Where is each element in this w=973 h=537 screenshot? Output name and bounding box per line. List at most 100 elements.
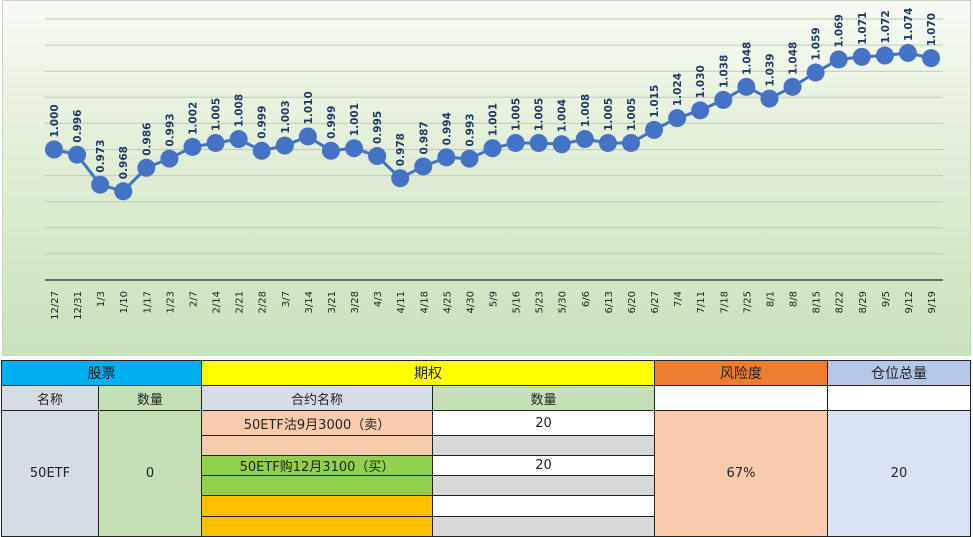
data-point bbox=[229, 130, 248, 149]
data-label: 1.001 bbox=[349, 103, 361, 136]
data-point bbox=[45, 140, 63, 159]
data-point bbox=[737, 77, 756, 96]
data-point bbox=[368, 147, 387, 166]
data-label: 0.999 bbox=[326, 106, 338, 139]
data-label: 1.072 bbox=[880, 10, 892, 43]
data-label: 1.003 bbox=[280, 100, 292, 133]
data-label: 1.004 bbox=[557, 99, 569, 132]
position-table: 股票 期权 风险度 仓位总量 名称 数量 合约名称 数量 50ETF 0 50E… bbox=[1, 360, 971, 537]
data-label: 1.048 bbox=[741, 42, 753, 75]
qty-empty bbox=[432, 516, 655, 537]
data-label: 0.968 bbox=[118, 146, 130, 179]
data-point bbox=[783, 77, 802, 96]
data-label: 1.008 bbox=[234, 94, 246, 127]
x-tick-label: 9/19 bbox=[927, 291, 938, 313]
x-tick-label: 5/30 bbox=[558, 291, 569, 313]
x-tick-label: 12/27 bbox=[50, 291, 61, 320]
data-label: 0.987 bbox=[418, 121, 430, 154]
contract-2-qty: 20 bbox=[432, 455, 655, 476]
x-tick-label: 7/25 bbox=[742, 291, 753, 313]
x-tick-label: 2/14 bbox=[212, 291, 223, 313]
stock-name: 50ETF bbox=[1, 410, 99, 537]
data-point bbox=[922, 49, 940, 68]
x-tick-label: 6/27 bbox=[650, 291, 661, 313]
qty-empty bbox=[432, 435, 655, 456]
data-point bbox=[575, 130, 594, 149]
data-label: 1.005 bbox=[603, 98, 615, 131]
contract-empty bbox=[201, 475, 433, 496]
data-point bbox=[160, 149, 179, 168]
name-col-header: 名称 bbox=[1, 385, 99, 411]
x-tick-label: 2/21 bbox=[235, 291, 246, 313]
contract-col-header: 合约名称 bbox=[201, 385, 433, 411]
data-label: 1.005 bbox=[626, 98, 638, 131]
x-tick-label: 8/15 bbox=[812, 291, 823, 313]
position-value: 20 bbox=[827, 410, 971, 537]
x-tick-label: 2/28 bbox=[258, 291, 269, 313]
data-point bbox=[483, 139, 502, 158]
data-point bbox=[875, 46, 894, 65]
x-tick-label: 3/28 bbox=[350, 291, 361, 313]
x-tick-label: 9/12 bbox=[904, 291, 915, 313]
data-point bbox=[898, 43, 917, 62]
data-label: 1.059 bbox=[811, 27, 823, 60]
data-label: 0.994 bbox=[441, 112, 453, 145]
data-point bbox=[414, 157, 433, 176]
data-label: 0.993 bbox=[164, 113, 176, 146]
data-point bbox=[68, 145, 87, 164]
x-tick-label: 5/23 bbox=[535, 291, 546, 313]
chart-svg: 12/27 12/31 1/3 1/10 1/17 1/23 2/7 2/14 2/21 2/28… bbox=[45, 8, 943, 320]
data-point bbox=[829, 50, 848, 69]
data-point bbox=[391, 169, 410, 188]
data-point bbox=[345, 139, 364, 158]
x-tick-label: 8/22 bbox=[835, 291, 846, 313]
data-point bbox=[529, 133, 548, 152]
x-tick-label: 6/20 bbox=[627, 291, 638, 313]
data-point bbox=[552, 135, 571, 154]
data-label: 1.074 bbox=[903, 8, 915, 41]
data-label: 0.986 bbox=[141, 123, 153, 156]
data-label: 0.978 bbox=[395, 133, 407, 166]
data-label: 1.000 bbox=[49, 104, 61, 137]
data-point bbox=[506, 133, 525, 152]
data-point bbox=[252, 141, 271, 160]
position-blank bbox=[827, 385, 971, 411]
data-point bbox=[460, 149, 479, 168]
data-point bbox=[437, 148, 456, 167]
x-tick-label: 4/18 bbox=[419, 291, 430, 313]
position-header: 仓位总量 bbox=[827, 360, 971, 386]
data-point bbox=[298, 127, 317, 146]
x-tick-label: 8/8 bbox=[789, 291, 800, 307]
risk-blank bbox=[654, 385, 828, 411]
data-point bbox=[645, 120, 664, 139]
x-tick-label: 1/3 bbox=[96, 291, 107, 307]
x-tick-label: 9/5 bbox=[881, 291, 892, 307]
data-label: 1.071 bbox=[857, 12, 869, 45]
data-point bbox=[760, 89, 779, 108]
data-point bbox=[183, 137, 202, 156]
data-label: 1.002 bbox=[187, 102, 199, 135]
stock-header: 股票 bbox=[1, 360, 202, 386]
data-point bbox=[806, 63, 825, 82]
x-tick-label: 5/9 bbox=[489, 291, 500, 307]
risk-header: 风险度 bbox=[654, 360, 828, 386]
qty-empty bbox=[432, 495, 655, 517]
data-label: 1.005 bbox=[534, 98, 546, 131]
x-tick-label: 8/29 bbox=[858, 291, 869, 313]
x-tick-label: 7/18 bbox=[719, 291, 730, 313]
opt-qty-col-header: 数量 bbox=[432, 385, 655, 411]
data-point bbox=[321, 141, 340, 160]
x-tick-label: 4/30 bbox=[465, 291, 476, 313]
data-label: 1.030 bbox=[695, 65, 707, 98]
data-point bbox=[206, 133, 225, 152]
x-tick-label: 6/13 bbox=[604, 291, 615, 313]
data-label: 1.038 bbox=[718, 55, 730, 88]
contract-empty bbox=[201, 495, 433, 517]
data-point bbox=[691, 101, 710, 120]
x-tick-label: 3/14 bbox=[304, 291, 315, 313]
data-label: 0.999 bbox=[257, 106, 269, 139]
x-tick-label: 3/7 bbox=[281, 291, 292, 307]
x-tick-label: 7/11 bbox=[696, 291, 707, 313]
x-tick-label: 2/7 bbox=[188, 291, 199, 307]
stock-qty: 0 bbox=[98, 410, 202, 537]
